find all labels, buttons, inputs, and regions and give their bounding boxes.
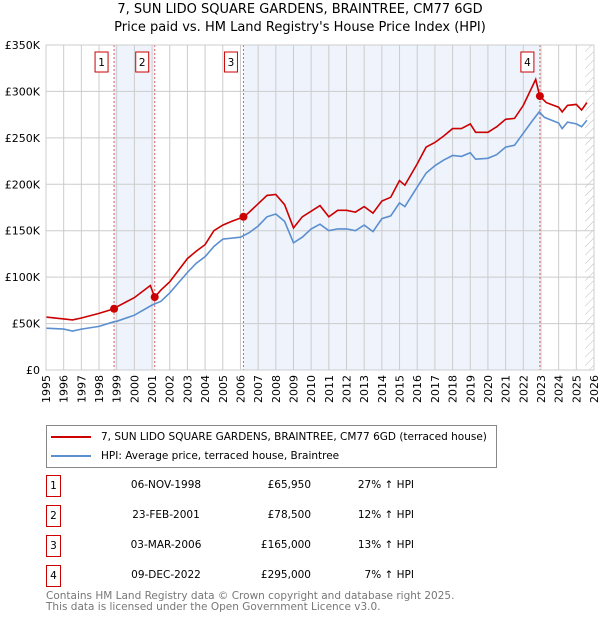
x-tick-label: 2013 xyxy=(358,375,371,403)
transaction-hpi-diff: 7% ↑ HPI xyxy=(364,569,414,581)
y-tick-label: £100K xyxy=(5,271,41,284)
y-tick-label: £300K xyxy=(5,85,41,98)
x-tick-label: 2006 xyxy=(234,375,247,403)
x-tick-label: 2005 xyxy=(217,375,230,403)
y-tick-label: £150K xyxy=(5,225,41,238)
x-tick-label: 2018 xyxy=(447,375,460,403)
transaction-date: 03-MAR-2006 xyxy=(130,539,202,551)
sale-point xyxy=(535,92,544,101)
x-tick-label: 1998 xyxy=(93,375,106,403)
y-tick-label: £250K xyxy=(5,132,41,145)
legend-item-property: 7, SUN LIDO SQUARE GARDENS, BRAINTREE, C… xyxy=(51,429,487,445)
x-tick-label: 1997 xyxy=(75,375,88,403)
x-tick-label: 2000 xyxy=(128,375,141,403)
x-tick-label: 2002 xyxy=(164,375,177,403)
footer-line-1: Contains HM Land Registry data © Crown c… xyxy=(46,590,455,602)
sale-label-box xyxy=(94,51,109,73)
x-tick-label: 2010 xyxy=(305,375,318,403)
x-tick-label: 2017 xyxy=(429,375,442,403)
x-tick-label: 2011 xyxy=(323,375,336,403)
legend-label: 7, SUN LIDO SQUARE GARDENS, BRAINTREE, C… xyxy=(101,431,487,443)
sale-label: 2 xyxy=(139,57,146,69)
sale-label-box xyxy=(135,51,150,73)
footer-line-2: This data is licensed under the Open Gov… xyxy=(46,601,381,613)
x-tick-label: 2021 xyxy=(500,375,513,403)
transaction-row: 4 09-DEC-2022 £295,000 7% ↑ HPI xyxy=(46,565,446,587)
transaction-price: £78,500 xyxy=(267,509,311,521)
x-tick-label: 2003 xyxy=(181,375,194,403)
x-tick-label: 2008 xyxy=(270,375,283,403)
transaction-price: £65,950 xyxy=(267,479,311,491)
y-tick-label: £350K xyxy=(5,39,41,52)
transaction-date: 06-NOV-1998 xyxy=(130,479,202,491)
y-tick-label: £200K xyxy=(5,178,41,191)
x-tick-label: 2019 xyxy=(464,375,477,403)
legend: 7, SUN LIDO SQUARE GARDENS, BRAINTREE, C… xyxy=(46,425,497,468)
transaction-row: 2 23-FEB-2001 £78,500 12% ↑ HPI xyxy=(46,505,446,527)
hpi-line xyxy=(45,110,588,332)
x-tick-label: 2015 xyxy=(394,375,407,403)
transaction-number: 3 xyxy=(46,535,61,557)
price-chart: 1995 1996 1997 1998 1999 2000 2001 2002 2003 2004… xyxy=(5,39,600,403)
transaction-hpi-diff: 27% ↑ HPI xyxy=(357,479,414,491)
sale-point xyxy=(110,304,119,313)
sale-label: 1 xyxy=(98,57,105,69)
transaction-hpi-diff: 12% ↑ HPI xyxy=(357,509,414,521)
x-tick-label: 2012 xyxy=(341,375,354,403)
transaction-date: 09-DEC-2022 xyxy=(131,569,201,581)
chart-title: 7, SUN LIDO SQUARE GARDENS, BRAINTREE, C… xyxy=(117,2,483,17)
x-tick-label: 2020 xyxy=(482,375,495,403)
x-tick-label: 1999 xyxy=(111,375,124,403)
sale-point xyxy=(150,293,159,302)
transaction-hpi-diff: 13% ↑ HPI xyxy=(357,539,414,551)
transaction-number: 2 xyxy=(46,505,61,527)
x-tick-label: 2009 xyxy=(287,375,300,403)
legend-swatch-blue xyxy=(51,455,91,457)
x-tick-label: 1996 xyxy=(58,375,71,403)
x-tick-label: 2007 xyxy=(252,375,265,403)
x-tick-label: 2022 xyxy=(517,375,530,403)
transaction-row: 1 06-NOV-1998 £65,950 27% ↑ HPI xyxy=(46,475,446,497)
transaction-date: 23-FEB-2001 xyxy=(132,509,200,521)
y-tick-label: £50K xyxy=(12,318,41,331)
sale-label-box xyxy=(223,51,238,73)
plot-frame xyxy=(45,44,595,371)
property-line xyxy=(45,77,588,321)
transaction-number: 1 xyxy=(46,475,61,497)
sale-label: 4 xyxy=(524,57,531,69)
forecast-hatch xyxy=(585,45,594,370)
legend-item-hpi: HPI: Average price, terraced house, Brai… xyxy=(51,448,339,464)
sale-label-box xyxy=(520,51,535,73)
x-tick-label: 2001 xyxy=(146,375,159,403)
transaction-price: £295,000 xyxy=(260,569,311,581)
x-tick-label: 2025 xyxy=(570,375,583,403)
x-tick-label: 2014 xyxy=(376,375,389,403)
chart-subtitle: Price paid vs. HM Land Registry's House … xyxy=(114,20,486,35)
sale-point xyxy=(239,212,248,221)
y-tick-label: £0 xyxy=(26,364,40,377)
transaction-row: 3 03-MAR-2006 £165,000 13% ↑ HPI xyxy=(46,535,446,557)
transaction-number: 4 xyxy=(46,565,61,587)
legend-swatch-red xyxy=(51,436,91,438)
x-tick-label: 2004 xyxy=(199,375,212,403)
x-tick-label: 2016 xyxy=(411,375,424,403)
x-tick-label: 2023 xyxy=(535,375,548,403)
transaction-price: £165,000 xyxy=(260,539,311,551)
x-tick-label: 1995 xyxy=(40,375,53,403)
legend-label: HPI: Average price, terraced house, Brai… xyxy=(101,450,340,462)
sale-label: 3 xyxy=(228,57,235,69)
ownership-shade xyxy=(243,45,540,370)
x-tick-label: 2024 xyxy=(553,375,566,403)
x-tick-label: 2026 xyxy=(588,375,600,403)
